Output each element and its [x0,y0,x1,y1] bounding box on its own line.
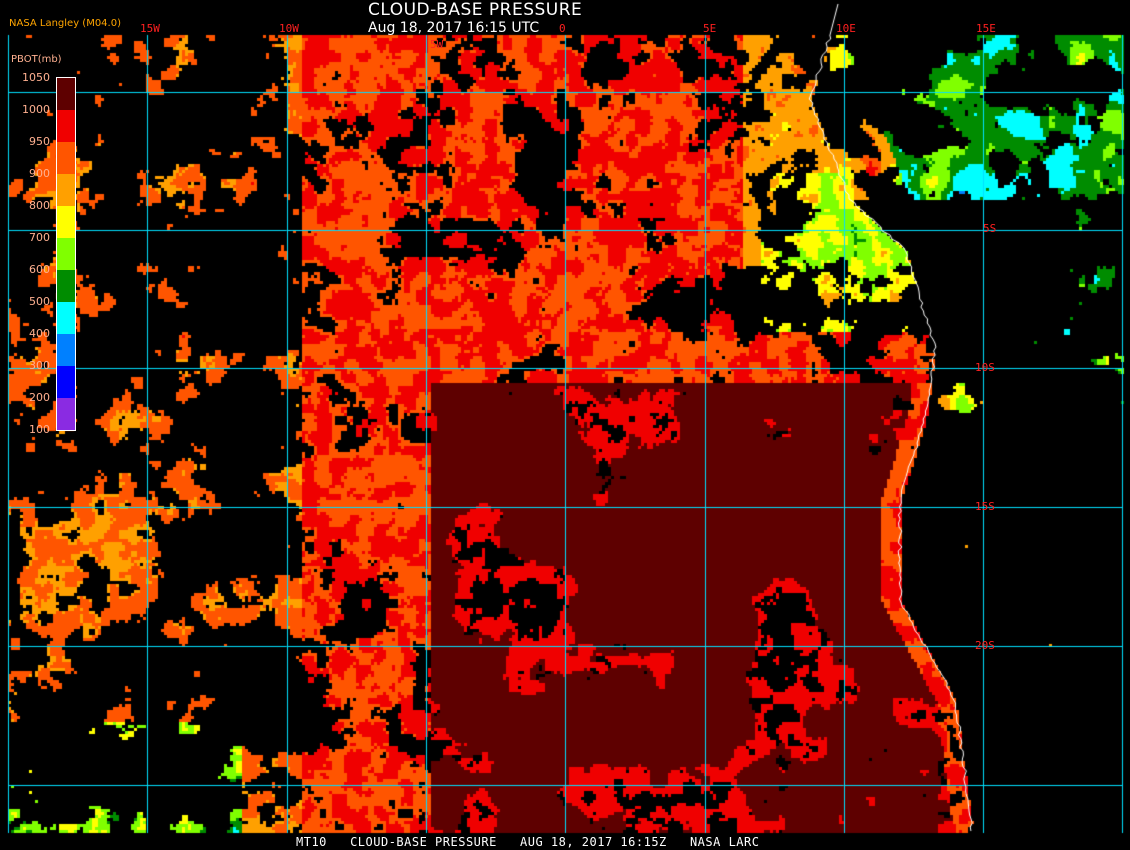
legend-color-bar [56,77,76,431]
legend-tick-label: 200 [29,391,50,404]
lon-label-15w: 15W [140,22,160,35]
legend-color-swatch [57,78,75,110]
legend-title: PBOT(mb) [11,54,62,65]
legend-tick-label: 700 [29,231,50,244]
lon-label-15e: 15E [976,22,996,35]
legend-tick-label: 900 [29,167,50,180]
credit-label: NASA Langley (M04.0) [9,18,121,29]
legend-tick-label: 1050 [22,71,50,84]
legend-tick-label: 950 [29,135,50,148]
lat-label-15s: 15S [975,500,995,513]
legend-tick-label: 300 [29,359,50,372]
lon-label-10e: 10E [836,22,856,35]
legend-tick-label: 600 [29,263,50,276]
footer-caption: MT10 CLOUD-BASE PRESSURE AUG 18, 2017 16… [296,835,760,849]
map-title: CLOUD-BASE PRESSURE [368,0,583,20]
lon-label-10w: 10W [279,22,299,35]
legend-color-swatch [57,142,75,174]
legend-tick-label: 400 [29,327,50,340]
legend-color-swatch [57,398,75,430]
legend-color-swatch [57,302,75,334]
legend-color-swatch [57,206,75,238]
legend-tick-label: 500 [29,295,50,308]
legend-color-swatch [57,110,75,142]
legend-tick-label: 100 [29,423,50,436]
lon-label-5w: 5W [430,38,444,51]
lat-label-20s: 20S [975,639,995,652]
legend-color-swatch [57,366,75,398]
legend-color-swatch [57,174,75,206]
legend-color-swatch [57,270,75,302]
lat-label-10s: 10S [975,361,995,374]
legend-color-swatch [57,334,75,366]
legend-tick-label: 1000 [22,103,50,116]
lat-label-5s: 5S [983,222,997,235]
map-timestamp: Aug 18, 2017 16:15 UTC [368,20,540,36]
lon-label-0: 0 [559,22,566,35]
lon-label-5e: 5E [703,22,717,35]
legend-tick-label: 800 [29,199,50,212]
legend-color-swatch [57,238,75,270]
